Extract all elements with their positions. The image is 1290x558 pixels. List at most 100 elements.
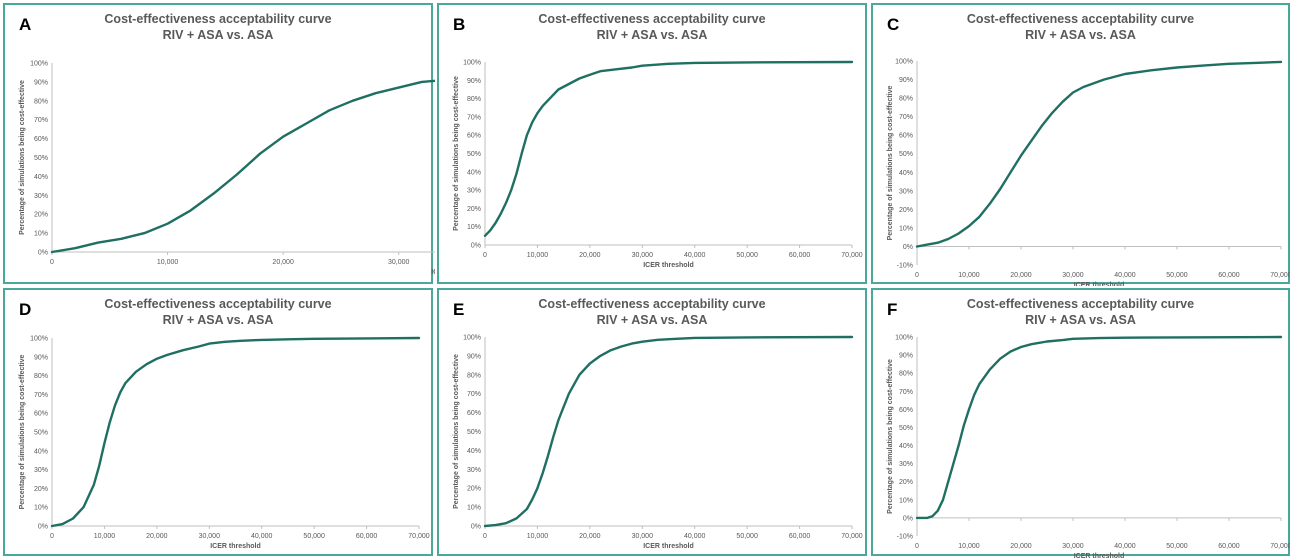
y-tick-label: 0% [471,524,481,531]
x-tick-label: 20,000 [579,252,601,259]
y-tick-label: 100% [30,336,48,343]
panel-letter: B [453,15,466,34]
x-tick-label: 10,000 [157,259,179,266]
y-tick-label: 10% [899,497,913,504]
y-tick-label: 100% [30,61,48,68]
y-tick-label: 20% [899,207,913,214]
x-tick-label: 30,000 [632,252,654,259]
x-tick-label: 30,000 [632,533,654,540]
y-tick-label: 0% [903,515,913,522]
chart-title-block: Cost-effectiveness acceptability curve R… [5,11,431,43]
x-tick-label: 0 [50,533,54,540]
y-tick-label: 50% [467,151,481,158]
y-tick-label: 70% [899,114,913,121]
acceptability-curve-chart: -10% 0% 10% 20% 30% 40% 50% 60% 70% 80% 90% 100% 0 10… [887,335,1290,558]
y-tick-label: 60% [899,133,913,140]
y-tick-label: 30% [899,461,913,468]
chart-title: Cost-effectiveness acceptability curve [538,297,766,311]
panel-f: F Cost-effectiveness acceptability curve… [871,288,1290,558]
y-tick-label: 70% [899,389,913,396]
x-tick-label: 30,000 [1062,543,1084,550]
y-axis-title: Percentage of simulations being cost-eff… [19,80,26,235]
y-tick-label: 80% [34,373,48,380]
acceptability-curve-line [915,60,1283,248]
y-tick-label: 90% [467,353,481,360]
chart-title: Cost-effectiveness acceptability curve [966,297,1195,311]
y-tick-label: 30% [34,467,48,474]
y-tick-label: -10% [897,263,913,270]
y-tick-label: 80% [34,98,48,105]
x-tick-label: 10,000 [527,252,549,259]
y-tick-label: 30% [467,467,481,474]
chart-title: Cost-effectiveness acceptability curve [104,12,332,26]
x-tick-label: 40,000 [1114,543,1136,550]
y-tick-label: 50% [34,155,48,162]
y-tick-label: 40% [899,170,913,177]
y-axis-title: Percentage of simulations being cost-eff… [453,76,460,231]
x-tick-label: 70,000 [408,533,430,540]
x-axis-title: ICER threshold [643,262,694,269]
x-tick-label: 40,000 [1114,272,1136,279]
chart-subtitle: RIV + ASA vs. ASA [596,28,708,42]
y-tick-label: 10% [34,231,48,238]
x-tick-label: 70,000 [1270,543,1290,550]
chart-title: Cost-effectiveness acceptability curve [104,297,332,311]
y-tick-label: 50% [467,429,481,436]
acceptability-curve-chart: -10% 0% 10% 20% 30% 40% 50% 60% 70% 80% 90% 100% 0 10… [887,59,1290,287]
y-tick-label: 50% [899,425,913,432]
y-axis-title: Percentage of simulations being cost-eff… [453,354,460,509]
x-tick-label: 30,000 [388,259,410,266]
y-tick-label: 30% [34,193,48,200]
x-tick-label: 60,000 [789,533,811,540]
x-tick-label: 20,000 [579,533,601,540]
acceptability-curve-chart: 0% 10% 20% 30% 40% 50% 60% 70% 80% 90% 100% 0 10,000… [453,335,863,551]
y-tick-label: 100% [895,335,913,342]
chart-title-block: Cost-effectiveness acceptability curve R… [873,11,1288,43]
y-tick-label: 0% [38,524,48,531]
acceptability-curve-chart: 0% 10% 20% 30% 40% 50% 60% 70% 80% 90% 100% 0 10,000… [19,61,435,276]
y-tick-label: 60% [34,411,48,418]
panel-b: B Cost-effectiveness acceptability curve… [437,3,867,284]
x-tick-label: 20,000 [272,259,294,266]
x-tick-label: 10,000 [94,533,116,540]
chart-subtitle: RIV + ASA vs. ASA [1025,28,1136,42]
y-tick-label: 60% [467,410,481,417]
x-tick-label: 70,000 [841,252,863,259]
x-tick-label: 40,000 [684,533,706,540]
panel-letter: A [19,15,32,34]
y-tick-label: 70% [467,114,481,121]
y-tick-label: 90% [467,78,481,85]
x-tick-label: 60,000 [1218,272,1240,279]
y-tick-label: 0% [471,243,481,250]
panel-c: C Cost-effectiveness acceptability curve… [871,3,1290,287]
chart-subtitle: RIV + ASA vs. ASA [1025,313,1136,327]
x-tick-label: 10,000 [958,272,980,279]
y-tick-label: 10% [34,505,48,512]
y-tick-label: 30% [899,188,913,195]
y-tick-label: 60% [467,133,481,140]
x-tick-label: 0 [915,543,919,550]
x-tick-label: 50,000 [1166,543,1188,550]
y-tick-label: 20% [899,479,913,486]
chart-subtitle: RIV + ASA vs. ASA [162,313,274,327]
panel-letter: F [887,300,898,319]
y-tick-label: 50% [34,430,48,437]
panel-letter: E [453,300,465,319]
y-tick-label: 40% [899,443,913,450]
x-tick-label: 0 [483,533,487,540]
x-tick-label: 0 [50,259,54,266]
x-tick-label: 70,000 [1270,272,1290,279]
y-tick-label: 90% [34,79,48,86]
y-tick-label: 20% [34,212,48,219]
acceptability-curve-line [483,60,854,238]
panel-a: A Cost-effectiveness acceptability curve… [3,3,435,284]
y-tick-label: 20% [467,206,481,213]
x-tick-label: 30,000 [199,533,221,540]
x-tick-label: 0 [483,252,487,259]
y-axis-title: Percentage of simulations being cost-eff… [887,359,894,514]
x-tick-label: 70,000 [841,533,863,540]
x-axis-title: ICER threshold [1074,282,1125,286]
y-tick-label: 40% [467,448,481,455]
x-tick-label: 40,000 [251,533,273,540]
x-axis-title: ICER threshold [643,543,694,550]
